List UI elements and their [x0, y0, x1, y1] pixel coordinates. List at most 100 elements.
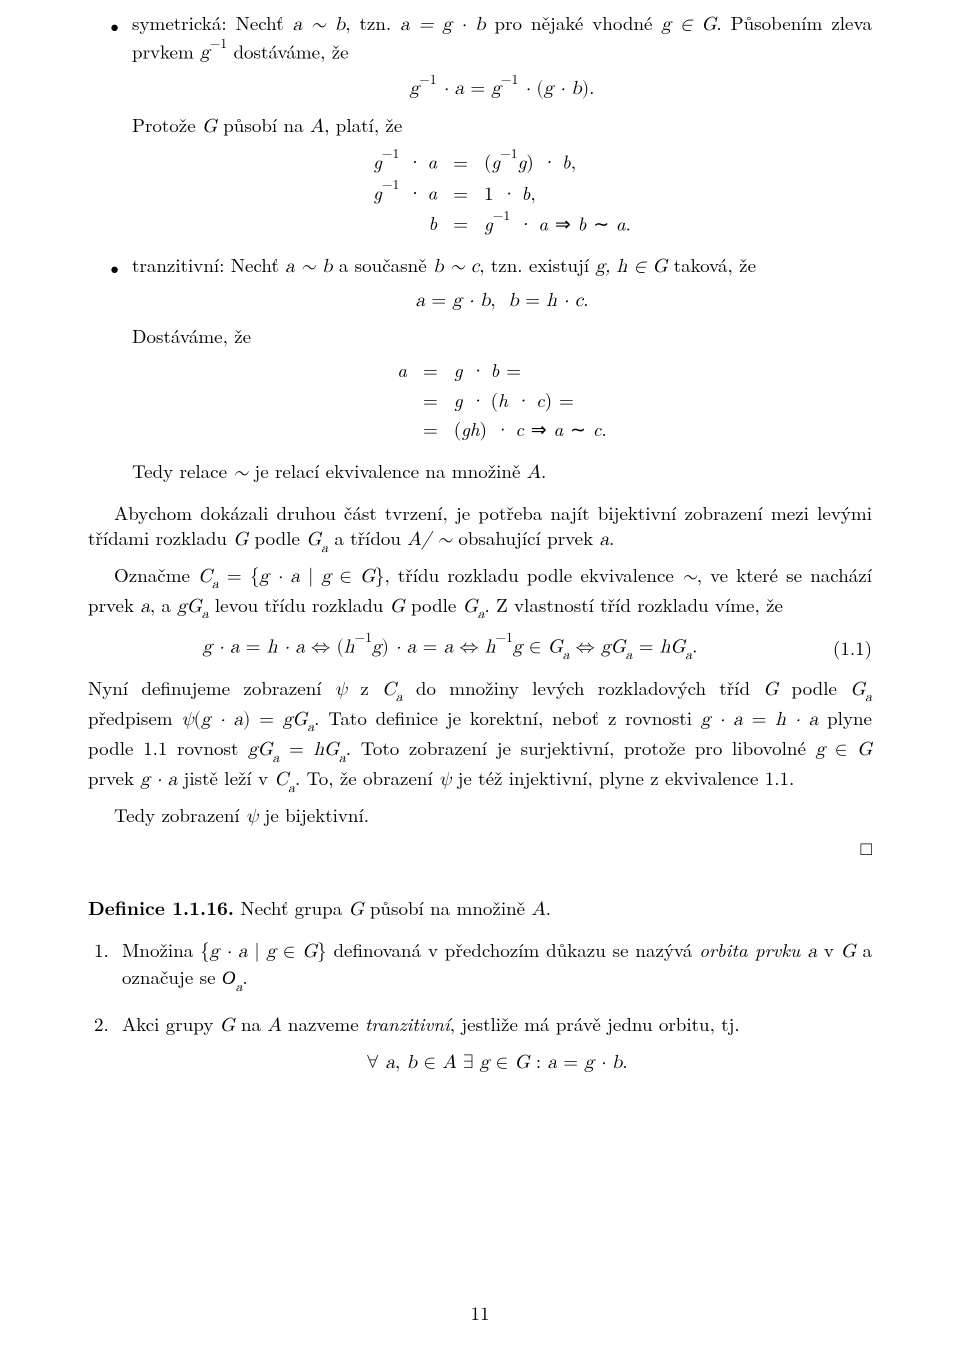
text: , jestliže má právě jednu orbitu, tj.	[450, 1010, 740, 1037]
math-inline: g−1	[200, 43, 227, 62]
text: podle	[778, 674, 850, 701]
text: pro nějaké vhodné	[486, 9, 662, 36]
text: . Toto zobrazení je surjektivní, protože…	[346, 734, 816, 761]
aligned-equations: g−1 · a=(g−1g) · b, g−1 · a=1 · b, b=g−1…	[373, 143, 631, 240]
math-inline: Ca	[274, 770, 295, 789]
display-equation: a = g · b, b = h · c.	[132, 288, 872, 314]
text: Nyní definujeme zobrazení	[88, 674, 335, 701]
math-inline: a ∼ b	[293, 15, 346, 34]
text: předpisem	[88, 704, 181, 731]
paragraph: Abychom dokázali druhou část tvrzení, je…	[88, 500, 872, 556]
math-inline: g ∈ G	[661, 15, 716, 34]
text: levou třídu rozkladu	[209, 591, 390, 618]
text: dostáváme, že	[227, 37, 348, 64]
math-inline: a = g · b	[400, 15, 485, 34]
text: Akci grupy	[122, 1010, 220, 1037]
eq-row: a=g · b =	[397, 357, 607, 383]
display-equation: ∀ a, b ∈ A ∃ g ∈ G : a = g · b.	[122, 1050, 872, 1076]
text: a současně	[333, 251, 433, 278]
definition-label: Definice 1.1.16.	[88, 893, 234, 921]
text: .	[242, 963, 247, 990]
math-inline: g · a	[140, 770, 177, 789]
text: prvek	[88, 764, 140, 791]
math-inline: g ∈ G	[816, 740, 872, 759]
text: na	[235, 1010, 268, 1037]
bullet-transitive: tranzitivní: Nechť a ∼ b a současně b ∼ …	[88, 252, 872, 485]
text: .	[609, 524, 614, 551]
text: v	[817, 936, 841, 963]
text: působí na množině	[364, 894, 532, 921]
math: g−1 · a = g−1 · (g · b).	[410, 79, 595, 98]
def-item-1: 1. Množina {g · a | g ∈ G} definovaná v …	[88, 937, 872, 995]
text: nazveme	[282, 1010, 365, 1037]
definition-head: Definice 1.1.16. Nechť grupa G působí na…	[88, 895, 872, 923]
proof-bullet-list: symetrická: Nechť a ∼ b, tzn. a = g · b …	[88, 10, 872, 486]
equation-number: (1.1)	[812, 635, 872, 661]
math-inline: A	[531, 900, 545, 919]
math-display: g · a = h · a ⇔ (h−1g) · a = a ⇔ h−1g ∈ …	[88, 632, 812, 663]
math-inline: a ∼ b	[285, 257, 332, 276]
def-item-2: 2. Akci grupy G na A nazveme tranzitivní…	[88, 1011, 872, 1076]
text: . To, že obrazení	[295, 764, 439, 791]
math-inline: G	[220, 1016, 235, 1035]
text: obsahující prvek	[452, 524, 599, 551]
text: je relací ekvivalence na množině	[248, 457, 527, 484]
math-inline: A	[310, 117, 324, 136]
text: , třídu rozkladu podle ekvivalence	[384, 561, 682, 588]
text: Tedy relace	[132, 457, 233, 484]
item-number: 1.	[94, 937, 109, 963]
eq-row: =g · (h · c) =	[397, 387, 607, 413]
math-inline: b ∼ c	[433, 257, 479, 276]
text: Nechť grupa	[234, 894, 349, 921]
math-inline: a	[599, 530, 609, 549]
math-inline: Ca = {g · a | g ∈ G}	[198, 567, 384, 586]
eq-row: g−1 · a=1 · b,	[373, 178, 631, 205]
text: Protože	[132, 111, 202, 138]
math-inline: A/ ∼	[407, 530, 452, 549]
text: podle	[248, 524, 306, 551]
page: symetrická: Nechť a ∼ b, tzn. a = g · b …	[0, 0, 960, 1352]
page-number: 11	[0, 1300, 960, 1326]
math-inline: a	[808, 942, 818, 961]
italic-term: tranzitivní	[365, 1010, 450, 1037]
paragraph: Tedy zobrazení ψ je bijektivní.	[88, 802, 872, 830]
text: je bijektivní.	[258, 801, 369, 828]
text: tranzitivní: Nechť	[132, 251, 285, 278]
text: Množina	[122, 936, 200, 963]
math-inline: A	[267, 1016, 281, 1035]
text: působí na	[217, 111, 310, 138]
item-number: 2.	[94, 1011, 109, 1037]
eq-row: g−1 · a=(g−1g) · b,	[373, 147, 631, 174]
math-inline: G	[841, 942, 856, 961]
math-inline: G	[763, 680, 778, 699]
math-inline: G	[390, 597, 405, 616]
math-inline: A	[527, 463, 541, 482]
math-inline: g · a = h · a	[701, 710, 818, 729]
bullet-symmetric: symetrická: Nechť a ∼ b, tzn. a = g · b …	[88, 10, 872, 240]
text: Tedy zobrazení	[114, 801, 246, 828]
math-inline: a	[140, 597, 150, 616]
eq-row: b=g−1 · a ⇒ b ∼ a.	[373, 209, 631, 236]
text: . Tato definice je korektní, neboť z rov…	[314, 704, 701, 731]
text: do množiny levých rozkladových tříd	[403, 674, 764, 701]
aligned-equations: a=g · b = =g · (h · c) = =(gh) · c ⇒ a ∼…	[397, 353, 607, 446]
math-inline: gGa = hGa	[248, 740, 346, 759]
text: , platí, že	[324, 111, 402, 138]
text: .	[546, 894, 551, 921]
math-inline: {g · a | g ∈ G}	[200, 942, 327, 961]
text: Označme	[114, 561, 198, 588]
math-inline: ψ	[246, 807, 258, 826]
math-inline: Ga	[306, 530, 328, 549]
math-inline: ∼	[233, 463, 248, 482]
math-inline: Ga	[463, 597, 485, 616]
eq-row: =(gh) · c ⇒ a ∼ c.	[397, 416, 607, 442]
math-inline: G	[233, 530, 248, 549]
text: symetrická: Nechť	[132, 9, 293, 36]
math-inline: ψ(g · a) = gGa	[181, 710, 314, 729]
text: .	[541, 457, 546, 484]
text: , a	[150, 591, 177, 618]
text: je též injektivní, plyne z ekvivalence 1…	[451, 764, 794, 791]
math-inline: G	[202, 117, 217, 136]
math-inline: ψ	[335, 680, 347, 699]
math-inline: g, h ∈ G	[596, 257, 668, 276]
